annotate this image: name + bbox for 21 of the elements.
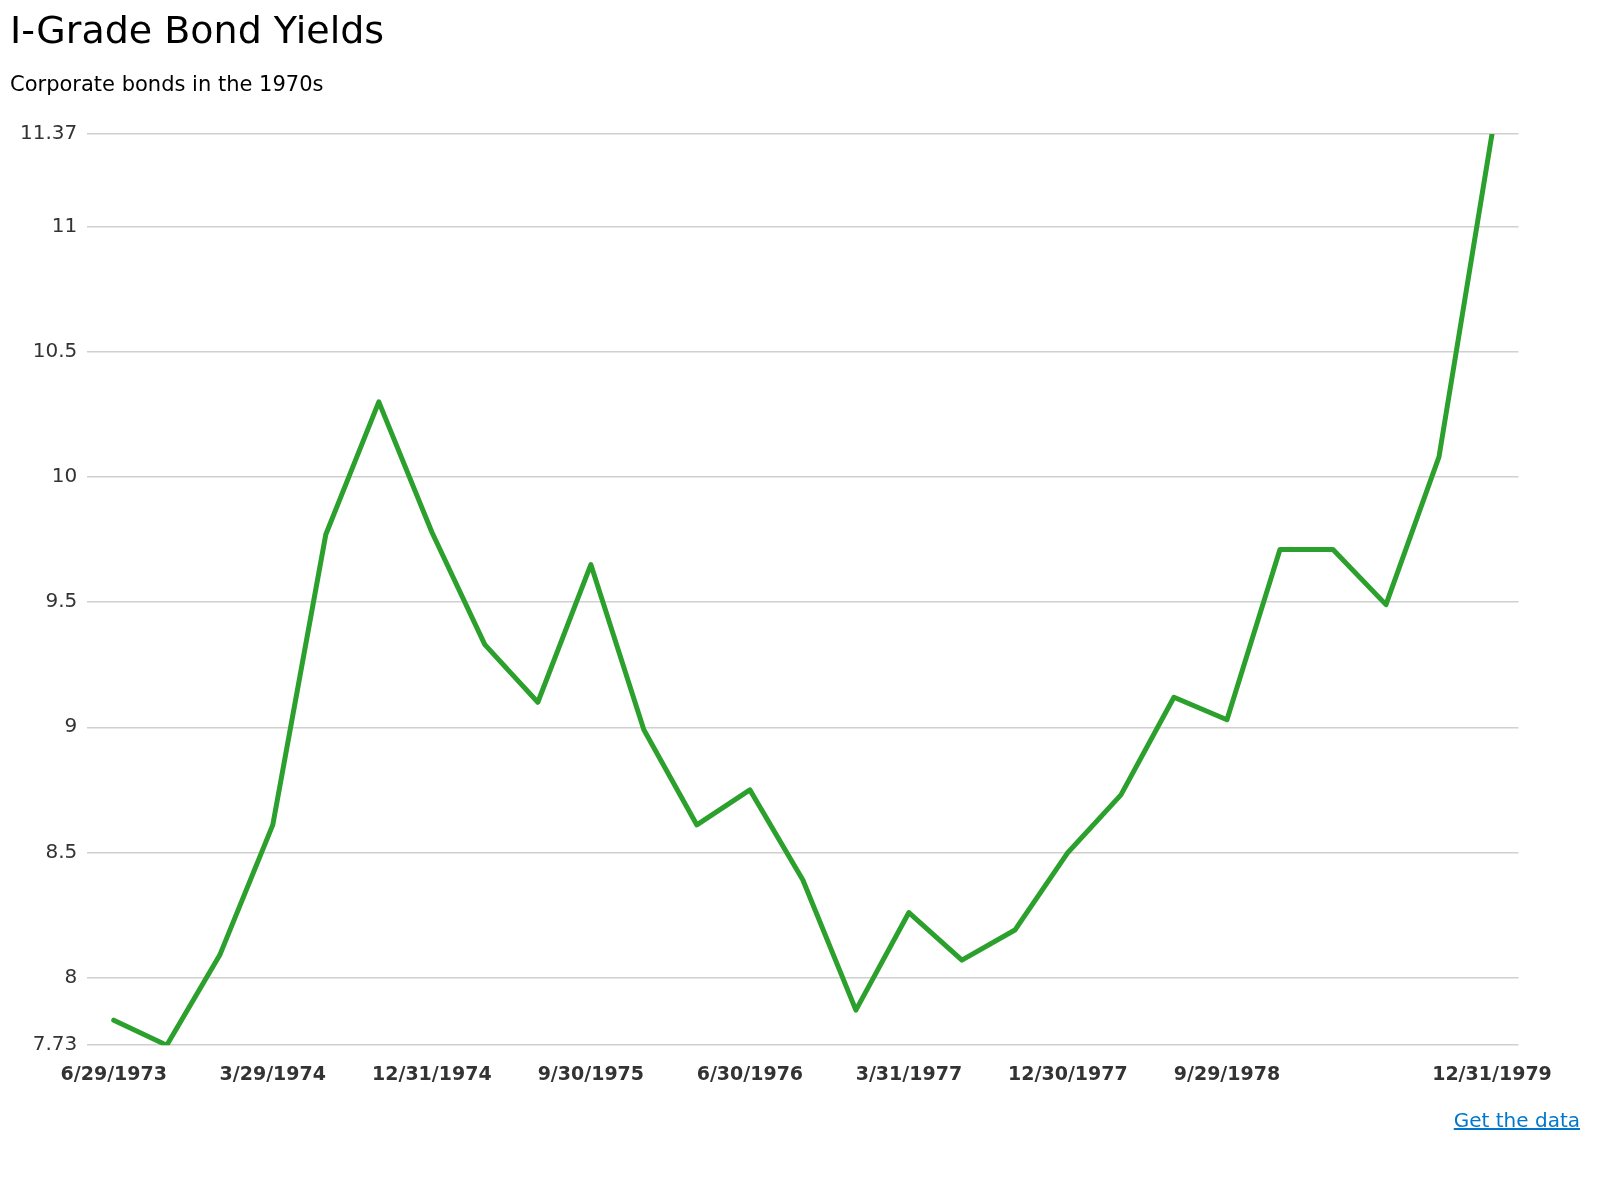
y-tick-label: 9.5 xyxy=(45,588,78,613)
x-tick-label: 9/29/1978 xyxy=(1173,1061,1281,1084)
y-tick-label: 8 xyxy=(64,963,78,988)
y-tick-label: 10 xyxy=(51,463,78,488)
x-tick-label: 3/29/1974 xyxy=(219,1061,326,1084)
y-tick-label: 8.5 xyxy=(45,838,78,863)
x-tick-label: 12/31/1979 xyxy=(1432,1061,1552,1084)
x-tick-label: 12/31/1974 xyxy=(371,1061,492,1084)
y-tick-label: 10.5 xyxy=(32,337,78,362)
x-tick-label: 6/29/1973 xyxy=(60,1061,167,1084)
text: Get the data xyxy=(1453,1108,1580,1132)
y-tick-label: 7.73 xyxy=(32,1031,78,1056)
x-tick-label: 12/30/1977 xyxy=(1008,1061,1128,1084)
x-tick-label: 3/31/1977 xyxy=(855,1061,963,1084)
chart-title: I-Grade Bond Yields xyxy=(10,8,386,52)
y-tick-label: 9 xyxy=(64,713,78,738)
y-tick-label: 11.37 xyxy=(19,120,78,145)
x-tick-label: 9/30/1975 xyxy=(537,1061,645,1084)
x-tick-label: 6/30/1976 xyxy=(696,1061,804,1084)
y-tick-label: 11 xyxy=(51,212,78,237)
chart-subtitle: Corporate bonds in the 1970s xyxy=(10,72,325,96)
